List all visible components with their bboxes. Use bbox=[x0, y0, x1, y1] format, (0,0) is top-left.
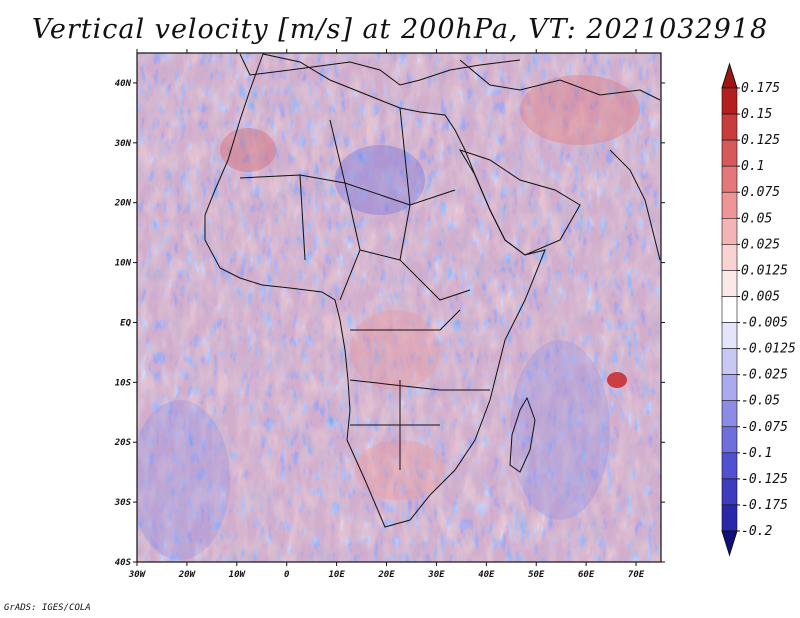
y-axis: 40N 30N 20N 10N EQ 10S 20S 30S 40S bbox=[114, 79, 665, 568]
colorbar-label: -0.05 bbox=[741, 394, 780, 409]
x-tick-label: 10W bbox=[229, 570, 247, 580]
y-tick-label: 20S bbox=[114, 438, 132, 448]
plot-frame bbox=[136, 52, 662, 563]
y-tick-label: 30S bbox=[114, 498, 132, 508]
y-tick-label: 40S bbox=[115, 558, 132, 568]
x-axis: 30W 20W 10W 0 10E 20E 30E 40E 50E 60E 70E bbox=[128, 49, 645, 580]
colorbar-label: -0.125 bbox=[741, 472, 788, 487]
colorbar-swatch bbox=[721, 374, 738, 402]
colorbar-swatch bbox=[721, 113, 738, 141]
x-tick-label: 10E bbox=[328, 570, 345, 580]
colorbar-swatch bbox=[721, 139, 738, 167]
grads-credit: GrADS: IGES/COLA bbox=[4, 603, 91, 613]
y-tick-label: 10S bbox=[115, 378, 132, 388]
colorbar-label: -0.175 bbox=[741, 498, 788, 513]
colorbar-swatch bbox=[721, 244, 738, 271]
colorbar-swatch bbox=[721, 322, 738, 349]
colorbar-swatch bbox=[721, 191, 738, 219]
x-tick-label: 30E bbox=[427, 570, 445, 580]
y-tick-label: 20N bbox=[114, 199, 132, 209]
colorbar-swatch bbox=[721, 478, 738, 506]
colorbar-label: -0.2 bbox=[741, 524, 772, 539]
colorbar-swatch bbox=[721, 165, 738, 193]
colorbar-swatch bbox=[721, 217, 738, 245]
colorbar-label: -0.075 bbox=[741, 420, 788, 435]
x-tick-label: 0 bbox=[284, 570, 290, 580]
colorbar-label: 0.15 bbox=[741, 107, 772, 122]
x-tick-label: 60E bbox=[578, 570, 595, 580]
colorbar-label: -0.0125 bbox=[741, 342, 796, 357]
colorbar-swatch bbox=[721, 452, 738, 480]
y-tick-label: 30N bbox=[114, 139, 132, 149]
coastlines bbox=[204, 53, 661, 528]
y-tick-label: 40N bbox=[115, 79, 132, 89]
x-tick-label: 30W bbox=[128, 570, 147, 580]
colorbar-label: 0.05 bbox=[741, 211, 772, 226]
x-tick-label: 50E bbox=[528, 570, 545, 580]
colorbar-label: -0.025 bbox=[741, 368, 788, 383]
colorbar-label: 0.0125 bbox=[741, 263, 788, 278]
colorbar-bottom-extend bbox=[721, 530, 738, 557]
colorbar-swatch bbox=[721, 270, 738, 297]
colorbar-label: 0.1 bbox=[741, 159, 764, 174]
colorbar-label: 0.025 bbox=[741, 237, 780, 252]
colorbar-label: 0.125 bbox=[741, 133, 780, 148]
y-tick-label: 10N bbox=[115, 259, 132, 269]
colorbar-label: -0.1 bbox=[741, 446, 772, 461]
colorbar-swatch bbox=[721, 296, 738, 323]
vertical-velocity-field bbox=[137, 53, 661, 562]
colorbar-label: 0.075 bbox=[741, 185, 780, 200]
colorbar-swatch bbox=[721, 426, 738, 454]
colorbar-label: -0.005 bbox=[741, 316, 788, 331]
strong-ascent-cell bbox=[607, 372, 627, 388]
y-tick-label: EQ bbox=[120, 318, 131, 328]
x-tick-label: 20E bbox=[377, 570, 395, 580]
colorbar-label: 0.005 bbox=[741, 289, 780, 304]
x-tick-label: 40E bbox=[478, 570, 495, 580]
chart-title: Vertical velocity [m/s] at 200hPa, VT: 2… bbox=[31, 14, 769, 45]
colorbar-label: 0.175 bbox=[741, 81, 780, 96]
colorbar-swatch bbox=[721, 504, 738, 532]
x-tick-label: 20W bbox=[178, 570, 197, 580]
colorbar-top-extend bbox=[721, 62, 738, 89]
colorbar-swatch bbox=[721, 87, 738, 115]
colorbar-swatch bbox=[721, 348, 738, 375]
x-tick-label: 70E bbox=[628, 570, 645, 580]
colorbar: 0.175 0.15 0.125 0.1 0.075 0.05 0.025 0.0125 0.0… bbox=[721, 62, 796, 557]
colorbar-swatch bbox=[721, 400, 738, 428]
